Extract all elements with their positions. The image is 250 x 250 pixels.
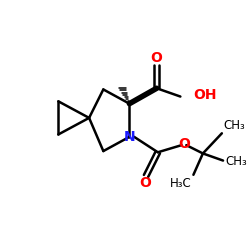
Text: O: O xyxy=(139,176,151,190)
Text: N: N xyxy=(124,130,135,144)
Text: CH₃: CH₃ xyxy=(225,154,247,168)
Text: O: O xyxy=(151,51,162,65)
Text: CH₃: CH₃ xyxy=(224,119,246,132)
Text: H₃C: H₃C xyxy=(170,177,192,190)
Text: OH: OH xyxy=(194,88,217,102)
Text: O: O xyxy=(178,137,190,151)
